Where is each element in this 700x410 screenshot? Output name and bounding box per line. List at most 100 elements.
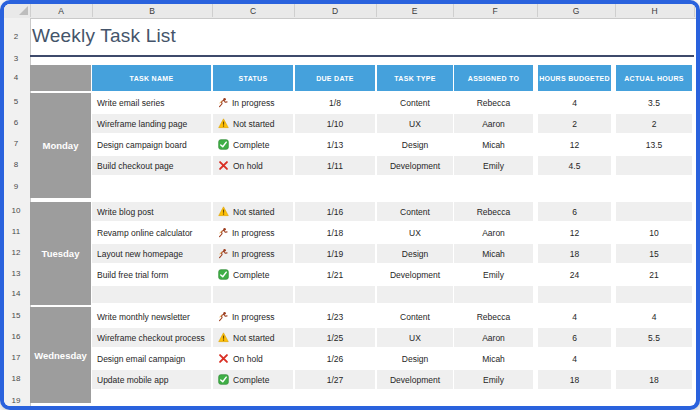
cell-B7[interactable]: Design campaign board (92, 135, 211, 154)
cell-D15[interactable]: 1/23 (295, 307, 375, 326)
header-due-date[interactable]: DUE DATE (295, 65, 375, 91)
cell-E8[interactable]: Development (377, 156, 453, 175)
cell-F16[interactable]: Aaron (454, 328, 533, 347)
header-task-type[interactable]: TASK TYPE (377, 65, 453, 91)
cell-C14[interactable] (213, 286, 293, 303)
row-header-9[interactable]: 9 (4, 182, 28, 191)
cell-D6[interactable]: 1/10 (295, 114, 375, 133)
cell-C8[interactable]: On hold (213, 156, 293, 175)
cell-B13[interactable]: Build free trial form (92, 265, 211, 284)
cell-F6[interactable]: Aaron (454, 114, 533, 133)
header-status[interactable]: STATUS (213, 65, 293, 91)
cell-G14[interactable] (538, 286, 611, 303)
cell-B18[interactable]: Update mobile app (92, 370, 211, 389)
column-header-G[interactable]: G (537, 4, 616, 17)
cell-H17[interactable] (616, 349, 692, 368)
cell-D11[interactable]: 1/18 (295, 223, 375, 242)
cell-B10[interactable]: Write blog post (92, 202, 211, 221)
cell-E7[interactable]: Design (377, 135, 453, 154)
day-cell-tuesday[interactable]: Tuesday (30, 202, 91, 305)
cell-B14[interactable] (92, 286, 211, 303)
cell-H12[interactable]: 15 (616, 244, 692, 263)
day-cell-monday[interactable]: Monday (30, 93, 91, 198)
cell-G17[interactable]: 4 (538, 349, 611, 368)
cell-F8[interactable]: Emily (454, 156, 533, 175)
cell-D12[interactable]: 1/19 (295, 244, 375, 263)
cell-C10[interactable]: Not started (213, 202, 293, 221)
cell-D14[interactable] (295, 286, 375, 303)
cell-C5[interactable]: In progress (213, 93, 293, 112)
cell-F18[interactable]: Emily (454, 370, 533, 389)
cell-E15[interactable]: Content (377, 307, 453, 326)
cell-E6[interactable]: UX (377, 114, 453, 133)
cell-G18[interactable]: 18 (538, 370, 611, 389)
cell-G10[interactable]: 6 (538, 202, 611, 221)
column-header-D[interactable]: D (294, 4, 377, 17)
cell-H10[interactable] (616, 202, 692, 221)
header-cell-day-column[interactable] (30, 65, 91, 91)
row-header-2[interactable]: 2 (4, 32, 28, 41)
cell-H5[interactable]: 3.5 (616, 93, 692, 112)
column-header-B[interactable]: B (92, 4, 213, 17)
cell-D10[interactable]: 1/16 (295, 202, 375, 221)
cell-F10[interactable]: Rebecca (454, 202, 533, 221)
cell-E16[interactable]: UX (377, 328, 453, 347)
cell-C7[interactable]: Complete (213, 135, 293, 154)
cell-E11[interactable]: UX (377, 223, 453, 242)
cell-H15[interactable]: 4 (616, 307, 692, 326)
column-header-C[interactable]: C (212, 4, 295, 17)
column-header-E[interactable]: E (376, 4, 454, 17)
cell-E14[interactable] (377, 286, 453, 303)
column-header-H[interactable]: H (615, 4, 695, 17)
cell-C17[interactable]: On hold (213, 349, 293, 368)
header-assigned-to[interactable]: ASSIGNED TO (454, 65, 533, 91)
cell-D18[interactable]: 1/27 (295, 370, 375, 389)
cell-C13[interactable]: Complete (213, 265, 293, 284)
page-title[interactable]: Weekly Task List (32, 25, 176, 47)
cell-B6[interactable]: Wireframe landing page (92, 114, 211, 133)
cell-H11[interactable]: 10 (616, 223, 692, 242)
row-header-8[interactable]: 8 (4, 160, 28, 169)
cell-E13[interactable]: Development (377, 265, 453, 284)
cell-C18[interactable]: Complete (213, 370, 293, 389)
header-actual-hours[interactable]: ACTUAL HOURS (616, 65, 692, 91)
cell-H16[interactable]: 5.5 (616, 328, 692, 347)
cell-F12[interactable]: Micah (454, 244, 533, 263)
cell-G7[interactable]: 12 (538, 135, 611, 154)
row-header-18[interactable]: 18 (4, 374, 28, 383)
row-header-17[interactable]: 17 (4, 353, 28, 362)
row-header-4[interactable]: 4 (4, 73, 28, 82)
cell-D5[interactable]: 1/8 (295, 93, 375, 112)
cell-E10[interactable]: Content (377, 202, 453, 221)
cell-F5[interactable]: Rebecca (454, 93, 533, 112)
cell-F7[interactable]: Micah (454, 135, 533, 154)
row-header-12[interactable]: 12 (4, 248, 28, 257)
cell-H6[interactable]: 2 (616, 114, 692, 133)
row-header-7[interactable]: 7 (4, 139, 28, 148)
cell-C6[interactable]: Not started (213, 114, 293, 133)
cell-F15[interactable]: Rebecca (454, 307, 533, 326)
cell-D8[interactable]: 1/11 (295, 156, 375, 175)
cell-D13[interactable]: 1/21 (295, 265, 375, 284)
cell-B8[interactable]: Build checkout page (92, 156, 211, 175)
cell-B5[interactable]: Write email series (92, 93, 211, 112)
cell-B17[interactable]: Design email campaign (92, 349, 211, 368)
cell-C16[interactable]: Not started (213, 328, 293, 347)
row-header-16[interactable]: 16 (4, 332, 28, 341)
cell-D7[interactable]: 1/13 (295, 135, 375, 154)
cell-B15[interactable]: Write monthly newsletter (92, 307, 211, 326)
cell-G13[interactable]: 24 (538, 265, 611, 284)
cell-H8[interactable] (616, 156, 692, 175)
cell-H13[interactable]: 21 (616, 265, 692, 284)
cell-B16[interactable]: Wireframe checkout process (92, 328, 211, 347)
cell-G15[interactable]: 4 (538, 307, 611, 326)
cell-D17[interactable]: 1/26 (295, 349, 375, 368)
cell-G16[interactable]: 6 (538, 328, 611, 347)
header-task-name[interactable]: TASK NAME (92, 65, 211, 91)
cell-B11[interactable]: Revamp online calculator (92, 223, 211, 242)
cell-F13[interactable]: Emily (454, 265, 533, 284)
row-header-14[interactable]: 14 (4, 289, 28, 298)
cell-E18[interactable]: Development (377, 370, 453, 389)
cell-H7[interactable]: 13.5 (616, 135, 692, 154)
row-header-5[interactable]: 5 (4, 97, 28, 106)
